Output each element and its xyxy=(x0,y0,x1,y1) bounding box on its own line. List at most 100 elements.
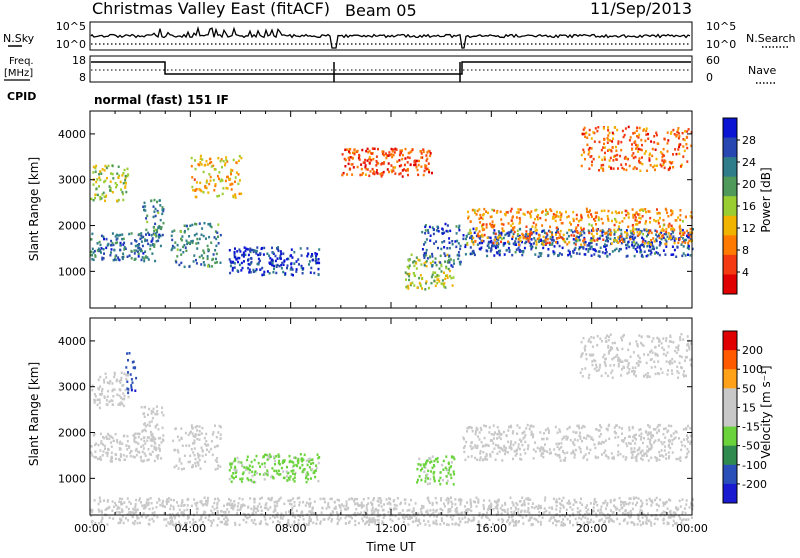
scatter-feature-5 xyxy=(125,352,137,394)
scatter-feature-11 xyxy=(581,126,693,172)
colorbar-swatch xyxy=(723,216,737,236)
scatter-feature-6 xyxy=(416,455,455,485)
velocity-panel-frame xyxy=(90,318,692,515)
colorbar-tick-label: 4 xyxy=(742,266,749,279)
colorbar-tick-label: 200 xyxy=(742,344,763,357)
scatter-feature-3 xyxy=(229,453,320,483)
scatter-feature-0 xyxy=(90,232,162,262)
colorbar-swatch xyxy=(723,118,737,138)
colorbar-tick-label: 50 xyxy=(742,382,756,395)
velocity-ylabel: Slant Range [km] xyxy=(27,362,41,466)
colorbar-swatch xyxy=(723,274,737,294)
power-axes: 1000 2000 3000 4000 xyxy=(58,111,692,308)
scatter-feature-4 xyxy=(91,372,129,410)
date-label: 11/Sep/2013 xyxy=(590,0,692,18)
velocity-data xyxy=(90,333,694,527)
colorbar-tick-label: -100 xyxy=(742,459,767,472)
colorbar-swatch xyxy=(723,427,737,447)
colorbar-tick-label: -200 xyxy=(742,478,767,491)
colorbar-swatch xyxy=(723,177,737,197)
ytick-label: 1000 xyxy=(58,265,86,278)
xtick-label: 00:00 xyxy=(676,522,708,535)
xtick-label: 04:00 xyxy=(174,522,206,535)
freq-trace xyxy=(91,62,691,74)
xtick-label: 00:00 xyxy=(74,522,106,535)
power-panel-frame xyxy=(90,111,692,308)
freq-label-line1: Freq. xyxy=(9,56,34,67)
colorbar-swatch xyxy=(723,255,737,275)
ytick-label: 3000 xyxy=(58,174,86,187)
freq-label-line2: [MHz] xyxy=(4,68,33,79)
colorbar-swatch xyxy=(723,465,737,485)
scatter-feature-5 xyxy=(191,155,243,199)
scatter-feature-1 xyxy=(142,199,164,237)
ytick-label: 4000 xyxy=(58,128,86,141)
colorbar-swatch xyxy=(723,331,737,351)
ytick-label: 4000 xyxy=(58,335,86,348)
scatter-feature-2 xyxy=(172,424,222,470)
scatter-feature-0 xyxy=(90,433,162,463)
colorbar-tick-label: 20 xyxy=(742,178,756,191)
colorbar-swatch xyxy=(723,157,737,177)
xtick-label: 16:00 xyxy=(475,522,507,535)
scatter-feature-7 xyxy=(405,254,455,291)
colorbar-swatch xyxy=(723,138,737,158)
nave-tick-low: 0 xyxy=(706,71,713,84)
nave-label: Nave xyxy=(748,64,776,77)
xtick-label: 12:00 xyxy=(375,522,407,535)
noise-left-tick-high: 10^5 xyxy=(56,20,86,33)
colorbar-tick-label: 24 xyxy=(742,156,756,169)
power-panel: 1000 2000 3000 4000 Slant Range [km] 28 24 20… xyxy=(27,111,773,308)
scatter-feature-3 xyxy=(229,246,321,276)
beam-label: Beam 05 xyxy=(345,1,417,20)
colorbar-swatch xyxy=(723,388,737,408)
colorbar-swatch xyxy=(723,196,737,216)
noise-right-tick-high: 10^5 xyxy=(706,20,736,33)
noise-sky-label: N.Sky xyxy=(3,32,35,45)
scatter-feature-6 xyxy=(341,147,433,177)
ytick-label: 1000 xyxy=(58,472,86,485)
colorbar-tick-label: 28 xyxy=(742,134,756,147)
xtick-label: 08:00 xyxy=(275,522,307,535)
scatter-feature-4 xyxy=(91,164,130,202)
freq-panel: Freq. [MHz] 18 8 60 0 Nave xyxy=(4,54,776,84)
station-title: Christmas Valley East (fitACF) xyxy=(92,0,330,18)
ytick-label: 2000 xyxy=(58,220,86,233)
scatter-feature-7 xyxy=(462,424,692,462)
colorbar-tick-label: 8 xyxy=(742,244,749,257)
cpid-value: normal (fast) 151 IF xyxy=(94,93,229,107)
colorbar-tick-label: 15 xyxy=(742,401,756,414)
power-ylabel: Slant Range [km] xyxy=(27,157,41,261)
noise-left-tick-low: 10^0 xyxy=(56,38,86,51)
time-axis-label: Time UT xyxy=(365,540,416,554)
colorbar-tick-label: 16 xyxy=(742,200,756,213)
colorbar-tick-label: 12 xyxy=(742,222,756,235)
freq-tick-high: 18 xyxy=(72,54,86,67)
colorbar-swatch xyxy=(723,446,737,466)
scatter-feature-8 xyxy=(580,333,693,379)
freq-panel-frame xyxy=(90,56,692,82)
xtick-label: 20:00 xyxy=(576,522,608,535)
colorbar-swatch xyxy=(723,369,737,389)
noise-right-tick-low: 10^0 xyxy=(706,38,736,51)
noise-traces xyxy=(91,28,690,48)
colorbar-swatch xyxy=(723,484,737,504)
noise-panel: N.Sky 10^5 10^0 10^5 10^0 N.Search xyxy=(3,20,796,51)
cpid-label: CPID xyxy=(7,90,36,103)
colorbar-swatch xyxy=(723,350,737,370)
nave-tick-high: 60 xyxy=(706,54,720,67)
colorbar-tick-label: -15 xyxy=(742,421,760,434)
power-colorbar-label: Power [dB] xyxy=(759,167,773,232)
scatter-feature-2 xyxy=(171,222,222,268)
power-colorbar: 28 24 20 16 12 8 4 xyxy=(723,118,756,295)
colorbar-swatch xyxy=(723,235,737,255)
ytick-label: 3000 xyxy=(58,381,86,394)
velocity-colorbar-label: Velocity [m s⁻¹] xyxy=(759,365,773,458)
noise-sky-trace xyxy=(91,28,690,48)
colorbar-tick-label: -50 xyxy=(742,440,760,453)
freq-traces xyxy=(91,62,691,82)
power-data xyxy=(90,126,694,291)
